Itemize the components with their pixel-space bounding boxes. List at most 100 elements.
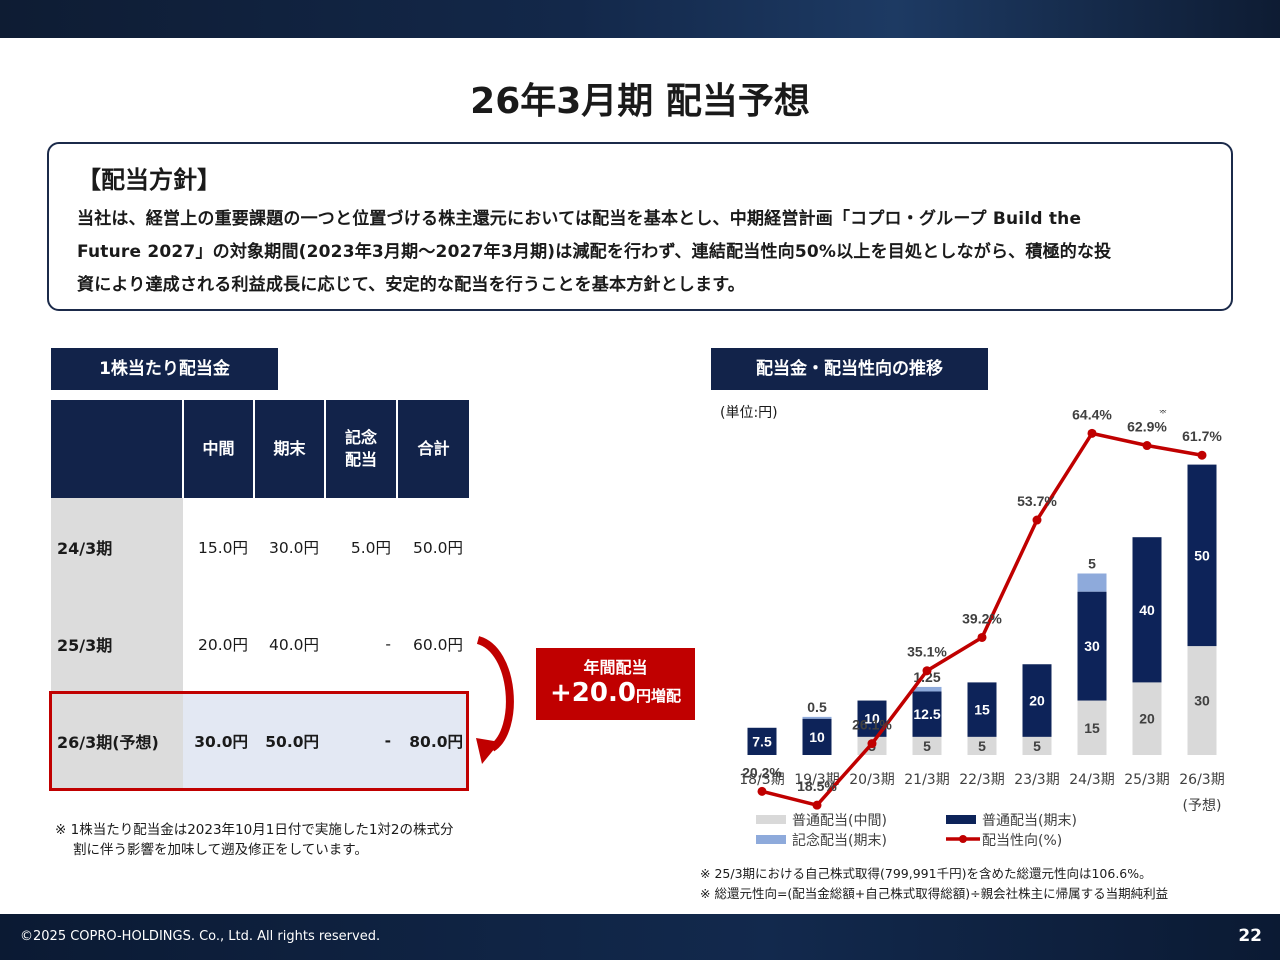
header-interim: 中間 (183, 400, 255, 498)
x-tick-label: 25/3期 (1124, 772, 1169, 788)
cell-interim: 20.0円 (197, 635, 248, 654)
bar-value-label: 40 (1139, 602, 1155, 618)
legend-swatch (946, 815, 976, 824)
page-number: 22 (1238, 926, 1262, 946)
x-tick-label: 20/3期 (849, 772, 894, 788)
payout-ratio-label: 26.1% (852, 717, 892, 733)
row-period: 24/3期 (51, 498, 183, 595)
x-tick-label: 18/3期 (739, 772, 784, 788)
dividend-table-label: 1株当たり配当金 (51, 348, 278, 390)
cell-total: 60.0円 (412, 635, 463, 654)
cell-commemorative: - (325, 692, 397, 789)
bar-commemorative (912, 686, 942, 692)
legend-label: 普通配当(中間) (792, 813, 887, 829)
bar-commemorative (1077, 573, 1107, 592)
bar-value-label: 12.5 (913, 706, 940, 722)
cell-interim: 15.0円 (197, 538, 248, 557)
chart-section-label: 配当金・配当性向の推移 (711, 348, 988, 390)
header-total: 合計 (397, 400, 469, 498)
payout-ratio-label: 20.2% (742, 764, 782, 780)
increase-callout-line2: +20.0円増配 (536, 678, 695, 708)
dividend-table: 中間 期末 記念 配当 合計 24/3期 15.0円 30.0円 5.0円 50… (51, 400, 469, 789)
payout-ratio-point (1142, 441, 1152, 451)
copyright: ©2025 COPRO-HOLDINGS. Co., Ltd. All righ… (20, 929, 381, 944)
increase-suffix: 円増配 (635, 687, 681, 705)
legend-swatch-point (959, 835, 967, 843)
bar-value-label: 15 (974, 702, 990, 718)
bar-value-label: 20 (1139, 711, 1155, 727)
bar-value-label: 30 (1194, 693, 1210, 709)
header-year-end: 期末 (254, 400, 326, 498)
bar-year-end (1022, 664, 1052, 737)
payout-ratio-label: 35.1% (907, 644, 947, 660)
bar-year-end (967, 682, 997, 737)
legend-swatch (756, 835, 786, 844)
payout-ratio-point (1087, 428, 1097, 438)
bar-interim (1132, 682, 1162, 755)
row-period: 25/3期 (51, 595, 183, 692)
increase-amount: +20.0 (550, 678, 636, 708)
bar-value-label: 5 (1033, 738, 1041, 754)
chart-note-line: ※ 25/3期における自己株式取得(799,991千円)を含めた総還元性向は10… (700, 866, 1152, 881)
cell-commemorative: - (385, 634, 391, 653)
bar-year-end (747, 727, 777, 755)
bar-interim (1077, 700, 1107, 755)
payout-ratio-label: 62.9% (1127, 419, 1167, 435)
legend-label: 記念配当(期末) (792, 832, 887, 849)
policy-text: 当社は、経営上の重要課題の一つと位置づける株主還元においては配当を基本とし、中期… (77, 203, 1217, 302)
payout-ratio-label: 53.7% (1017, 493, 1057, 509)
policy-heading: 【配当方針】 (77, 166, 221, 194)
x-tick-label: 21/3期 (904, 772, 949, 788)
legend-label: 配当性向(%) (982, 833, 1062, 849)
bar-value-label: 20 (1029, 693, 1045, 709)
bar-commemorative (802, 716, 832, 719)
cell-total: 50.0円 (412, 538, 463, 557)
header-cell-empty (51, 400, 184, 498)
table-note-line: 割に伴う影響を加味して遡及修正をしています。 (73, 842, 368, 858)
payout-ratio-point (867, 739, 877, 749)
cell-commemorative: 5.0円 (350, 538, 391, 557)
bar-interim (1022, 736, 1052, 755)
bar-value-label: 0.5 (807, 699, 827, 715)
x-tick-label: 23/3期 (1014, 772, 1059, 788)
bar-interim (967, 736, 997, 755)
bar-year-end (1132, 537, 1162, 683)
footer-bar: ©2025 COPRO-HOLDINGS. Co., Ltd. All righ… (0, 914, 1280, 960)
forecast-highlight-frame (49, 691, 469, 791)
table-row: 25/3期 20.0円 40.0円 - 60.0円 (51, 595, 469, 692)
payout-ratio-point (1197, 450, 1207, 460)
cell-interim: 30.0円 (183, 692, 254, 789)
payout-ratio-point (977, 632, 987, 642)
bar-value-label: 5 (1088, 556, 1096, 572)
x-tick-sublabel: (予想) (1183, 798, 1222, 814)
bar-value-label: 10 (809, 729, 825, 745)
cell-total: 80.0円 (397, 692, 469, 789)
bar-value-label: 10 (864, 711, 880, 727)
policy-line: Future 2027」の対象期間(2023年3月期〜2027年3月期)は減配を… (77, 242, 1112, 262)
bar-year-end (1187, 464, 1217, 647)
payout-ratio-point (1032, 515, 1042, 525)
bar-year-end (912, 691, 942, 737)
chart-note-line: ※ 総還元性向=(配当金総額+自己株式取得総額)÷親会社株主に帰属する当期純利益 (700, 886, 1169, 901)
bar-interim (912, 736, 942, 755)
payout-ratio-point (812, 800, 822, 810)
payout-ratio-label: 61.7% (1182, 428, 1222, 444)
x-tick-label: 26/3期 (1179, 772, 1224, 788)
x-tick-label: 24/3期 (1069, 772, 1114, 788)
bar-interim (1187, 646, 1217, 755)
x-tick-label: 22/3期 (959, 772, 1004, 788)
policy-line: 資により達成される利益成長に応じて、安定的な配当を行うことを基本方針とします。 (77, 275, 745, 295)
dividend-chart: 7.518/3期100.519/3期51020/3期512.51.2521/3期… (739, 410, 1224, 849)
payout-ratio-label: 64.4% (1072, 410, 1112, 422)
bar-value-label: 15 (1084, 720, 1100, 736)
bar-value-label: 5 (923, 738, 931, 754)
table-note-line: ※ 1株当たり配当金は2023年10月1日付で実施した1対2の株式分 (55, 822, 454, 838)
legend-swatch (756, 815, 786, 824)
chart-unit-label: (単位:円) (720, 405, 778, 421)
top-banner (0, 0, 1280, 38)
bar-year-end (802, 718, 832, 755)
footnote-marker: ※ (1159, 410, 1167, 417)
curved-arrow-icon (476, 636, 514, 764)
cell-year-end: 30.0円 (268, 538, 319, 557)
payout-ratio-label: 39.2% (962, 610, 1002, 626)
